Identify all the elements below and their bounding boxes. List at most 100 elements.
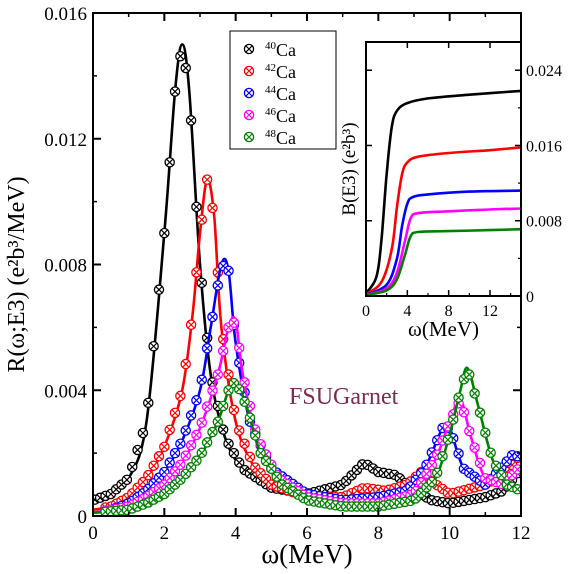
marker-42Ca: [185, 319, 197, 331]
legend-mass-number: 40: [265, 40, 277, 52]
marker-46Ca: [191, 429, 202, 441]
y-tick-label: 0.008: [44, 256, 87, 277]
legend-item: 46Ca: [243, 106, 296, 126]
marker-42Ca: [159, 441, 170, 453]
marker-48Ca: [207, 426, 218, 438]
x-tick-label: 2: [160, 523, 170, 544]
marker-40Ca: [175, 50, 186, 62]
legend-marker: [243, 65, 255, 77]
marker-48Ca: [196, 447, 208, 459]
inset-x-tick-label: 12: [482, 303, 498, 320]
marker-44Ca: [196, 374, 208, 386]
x-tick-label: 4: [231, 523, 241, 544]
marker-48Ca: [480, 427, 491, 438]
marker-42Ca: [244, 451, 256, 463]
inset-y-tick-label: 0: [526, 289, 534, 306]
marker-48Ca: [437, 451, 448, 462]
marker-40Ca: [164, 157, 175, 168]
marker-46Ca: [212, 369, 224, 380]
marker-46Ca: [426, 459, 438, 471]
marker-48Ca: [239, 396, 250, 408]
marker-46Ca: [164, 472, 175, 484]
legend-label: 42Ca: [265, 62, 296, 82]
marker-42Ca: [196, 214, 208, 225]
marker-44Ca: [223, 265, 234, 277]
inset-y-axis-title: B(E3) (e²b³): [339, 122, 360, 215]
marker-48Ca: [217, 400, 229, 412]
legend-marker: [243, 87, 255, 99]
marker-48Ca: [250, 430, 261, 441]
inset-series-40Ca: [366, 89, 521, 294]
inset-series-48Ca: [366, 227, 521, 296]
marker-48Ca: [255, 447, 266, 459]
marker-42Ca: [164, 424, 175, 436]
marker-44Ca: [164, 457, 175, 468]
series-48Ca: [93, 366, 521, 516]
marker-40Ca: [137, 427, 149, 439]
marker-46Ca: [469, 442, 480, 453]
inset-series-46Ca: [366, 207, 521, 296]
legend-mass-number: 42: [265, 62, 276, 74]
marker-40Ca: [185, 115, 197, 126]
marker-48Ca: [431, 467, 443, 479]
marker-46Ca: [180, 450, 191, 461]
marker-46Ca: [217, 345, 229, 357]
marker-40Ca: [233, 457, 245, 468]
x-tick-label: 0: [88, 523, 98, 544]
marker-44Ca: [180, 425, 191, 436]
marker-48Ca: [453, 392, 464, 403]
marker-40Ca: [148, 340, 159, 352]
legend-element: Ca: [276, 128, 296, 148]
marker-48Ca: [496, 469, 507, 481]
marker-42Ca: [143, 469, 154, 481]
marker-40Ca: [121, 474, 133, 486]
marker-40Ca: [196, 277, 208, 289]
marker-40Ca: [217, 424, 229, 435]
inset-x-axis-title: ω(MeV): [408, 317, 479, 341]
marker-46Ca: [458, 407, 470, 418]
marker-40Ca: [143, 397, 154, 409]
inset-y-tick-label: 0.008: [526, 214, 562, 231]
marker-48Ca: [464, 369, 475, 380]
marker-42Ca: [148, 460, 159, 471]
marker-44Ca: [453, 448, 464, 459]
marker-46Ca: [239, 377, 250, 388]
legend-element: Ca: [276, 106, 296, 126]
legend-element: Ca: [276, 62, 296, 82]
marker-40Ca: [228, 447, 240, 459]
x-tick-label: 10: [440, 523, 459, 544]
marker-48Ca: [212, 416, 224, 427]
marker-42Ca: [191, 267, 202, 278]
inset-y-tick-label: 0.024: [526, 63, 562, 80]
marker-44Ca: [212, 280, 224, 291]
marker-48Ca: [271, 471, 282, 482]
marker-40Ca: [159, 227, 170, 239]
marker-40Ca: [169, 86, 181, 97]
marker-48Ca: [191, 455, 202, 466]
inset-frame: [365, 41, 522, 297]
marker-48Ca: [266, 463, 277, 475]
marker-48Ca: [442, 434, 454, 446]
marker-44Ca: [201, 343, 213, 354]
marker-44Ca: [175, 438, 186, 449]
inset-series-44Ca: [366, 189, 521, 296]
marker-40Ca: [132, 444, 143, 456]
marker-46Ca: [169, 466, 181, 477]
marker-40Ca: [180, 62, 191, 74]
marker-42Ca: [223, 369, 234, 380]
marker-42Ca: [153, 451, 165, 462]
inset-y-tick-label: 0.016: [526, 138, 562, 155]
legend-item: 44Ca: [243, 84, 296, 104]
marker-48Ca: [233, 383, 245, 395]
legend-marker: [243, 131, 255, 143]
marker-46Ca: [421, 468, 432, 480]
marker-46Ca: [175, 459, 186, 471]
inset-x-tick-label: 4: [403, 303, 411, 320]
marker-48Ca: [223, 384, 234, 396]
legend-item: 48Ca: [243, 128, 296, 148]
marker-42Ca: [180, 358, 191, 370]
marker-48Ca: [485, 447, 496, 458]
marker-40Ca: [223, 438, 234, 449]
marker-42Ca: [137, 476, 149, 488]
